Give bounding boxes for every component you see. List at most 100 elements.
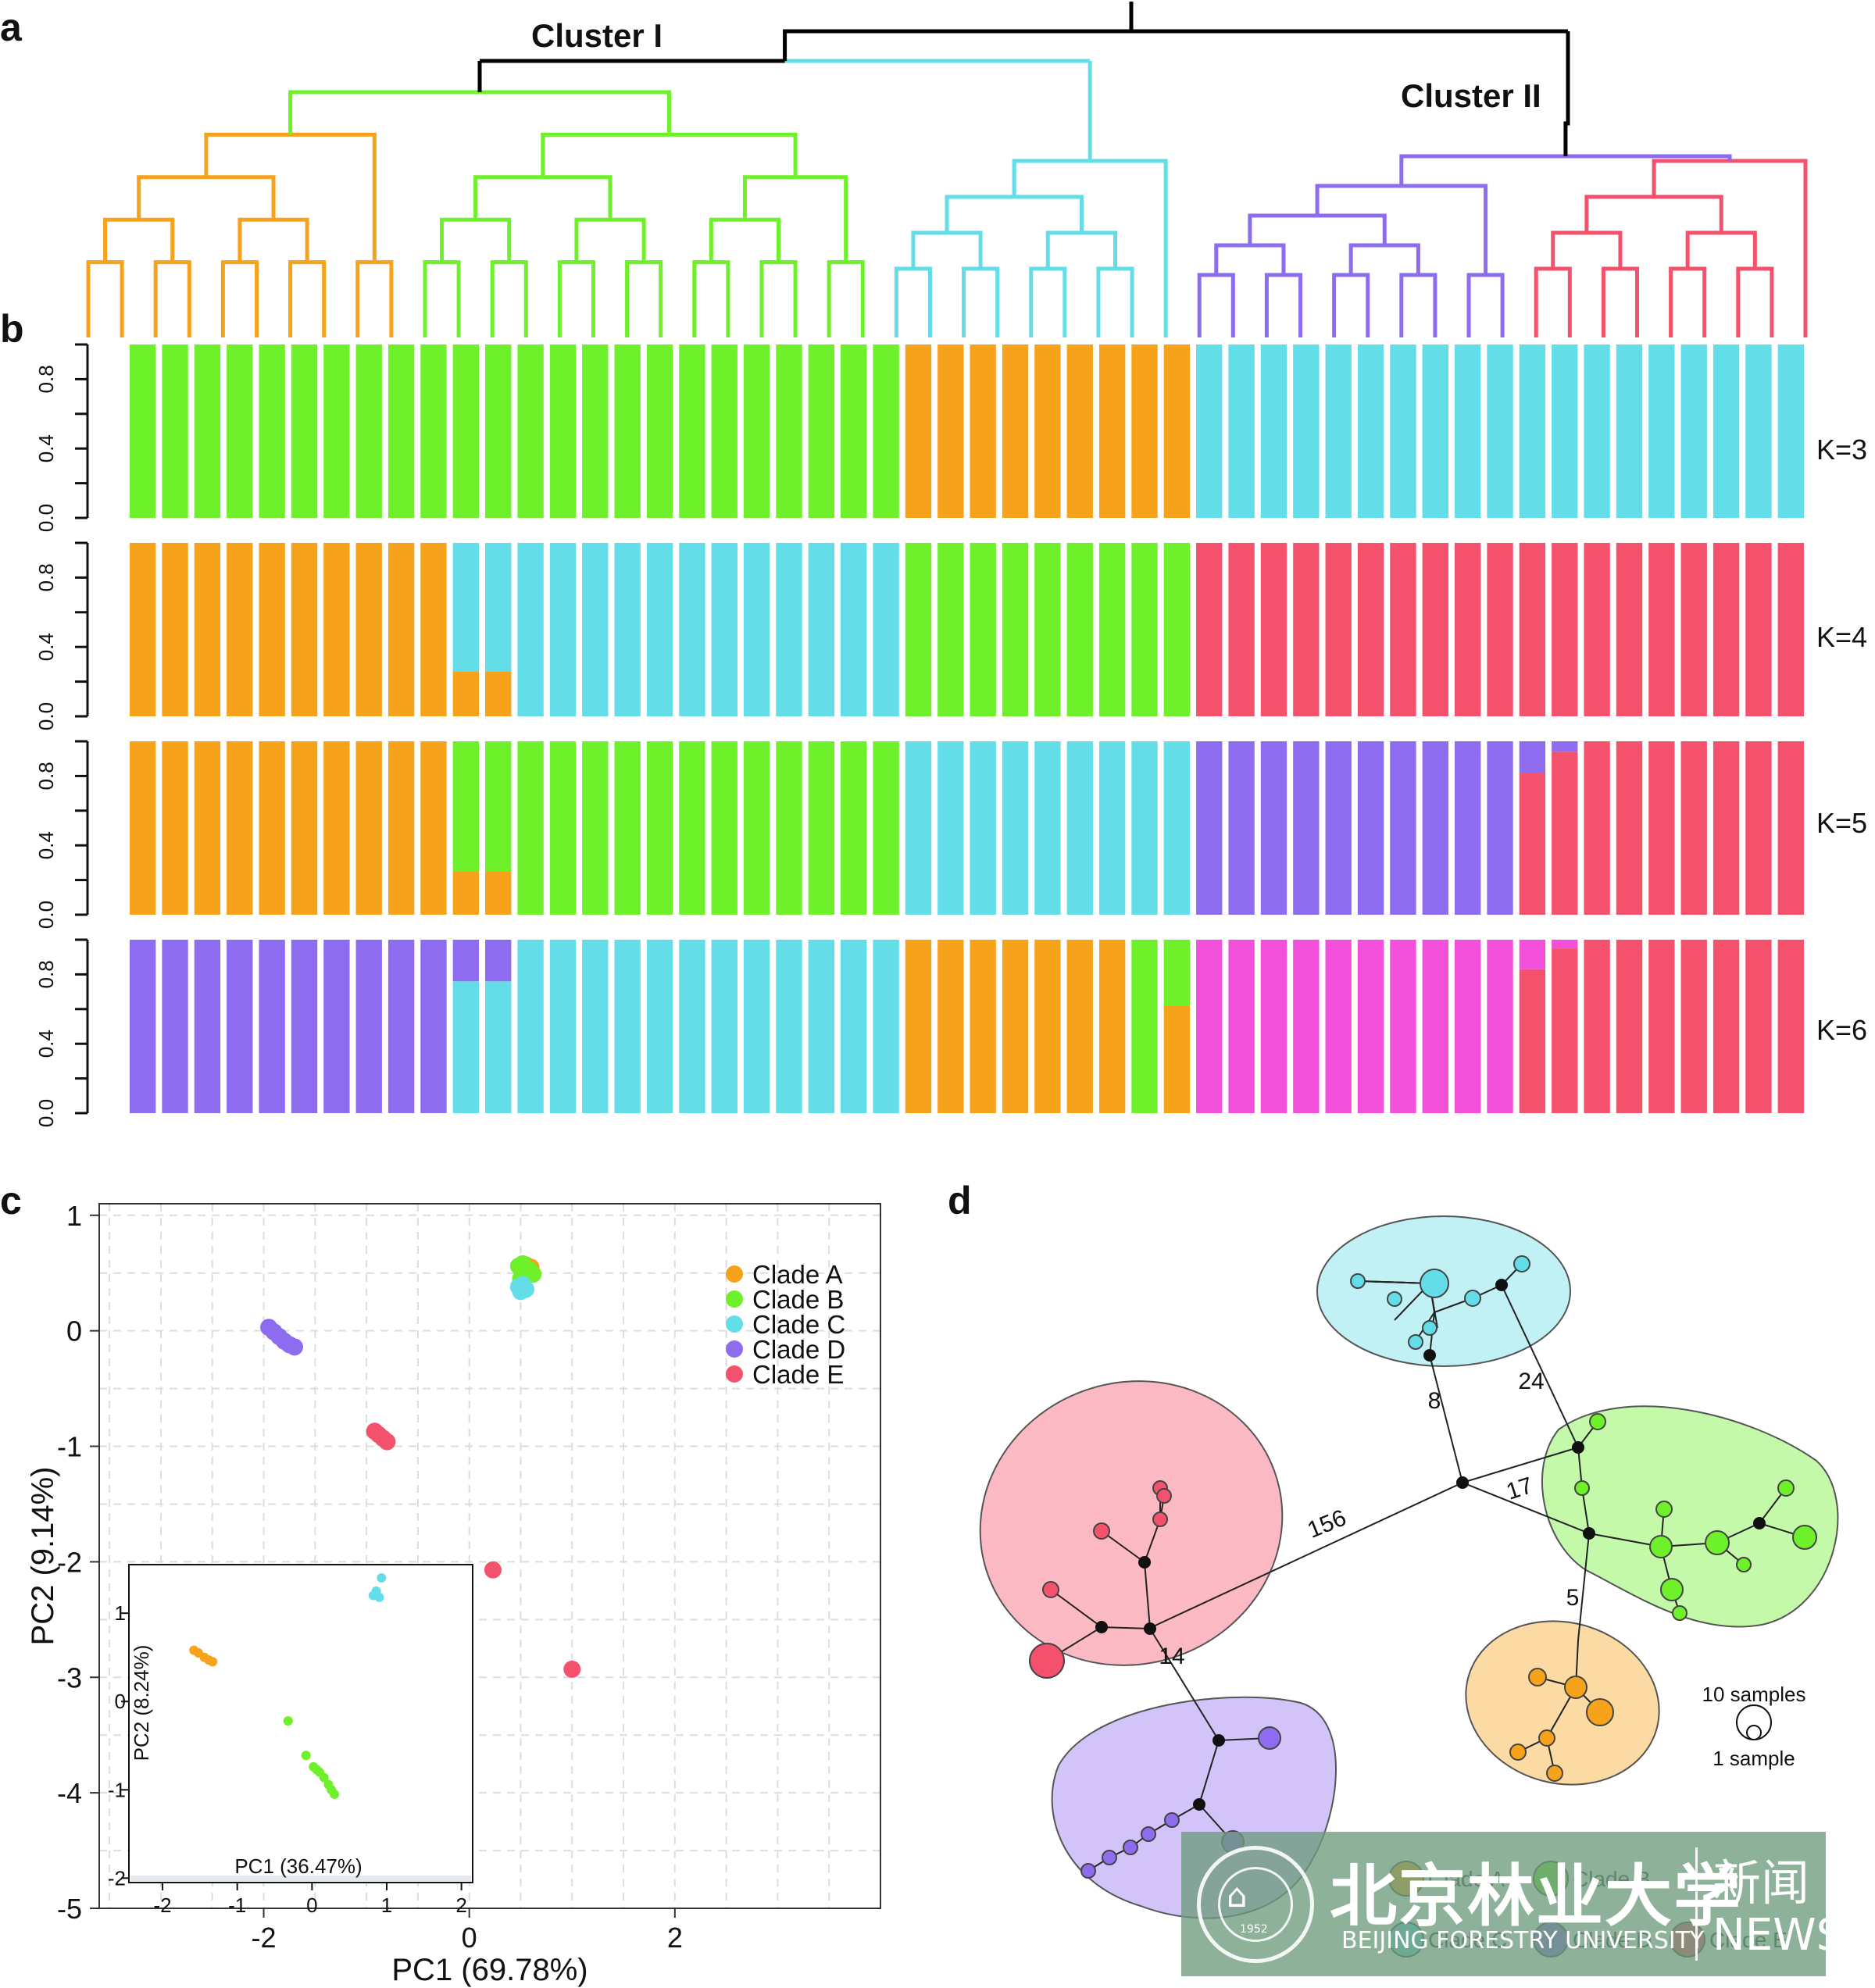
clade-b-node	[1649, 1535, 1673, 1558]
clade-a-node	[1538, 1729, 1555, 1747]
dendro-branch	[625, 260, 663, 337]
pca-legend-label: Clade C	[752, 1310, 845, 1339]
structure-bar	[1293, 741, 1320, 915]
structure-bar	[1196, 741, 1223, 915]
clade-c-node	[1387, 1291, 1402, 1307]
dendro-branch	[1601, 266, 1640, 337]
structure-bar	[1519, 940, 1546, 969]
pca-inset-x-tick-label: -1	[228, 1893, 246, 1917]
pca-x-tick-label: -2	[252, 1922, 277, 1954]
structure-bar	[1487, 344, 1513, 518]
structure-bar	[1228, 741, 1255, 915]
clade-e-node	[1156, 1488, 1172, 1504]
dendro-branch	[1248, 213, 1387, 245]
structure-bar	[873, 543, 899, 716]
pca-inset-point	[374, 1592, 384, 1602]
clade-b-node	[1672, 1605, 1688, 1621]
k-label: K=6	[1816, 1014, 1868, 1046]
structure-bar	[323, 940, 350, 1113]
structure-bar	[1260, 344, 1288, 518]
structure-bar	[1066, 543, 1093, 716]
structure-bar	[452, 981, 480, 1113]
clade-d-node	[1080, 1863, 1096, 1879]
pca-inset-point	[377, 1572, 387, 1583]
structure-bar	[355, 543, 382, 716]
structure-bar	[259, 543, 285, 716]
median-vector-node	[1144, 1622, 1156, 1635]
structure-bar	[549, 344, 577, 518]
structure-bar	[582, 543, 609, 716]
clade-b-node	[1574, 1480, 1590, 1496]
structure-bar	[1163, 1005, 1191, 1113]
network-edge	[1357, 1280, 1430, 1284]
news-chinese: 新闻	[1712, 1854, 1810, 1911]
structure-bar	[1098, 741, 1126, 915]
clade-d-node	[1258, 1726, 1281, 1750]
clade-b-node	[1777, 1479, 1795, 1497]
pca-inset-frame	[128, 1564, 473, 1883]
pca-inset-x-tick-label: 1	[381, 1893, 392, 1917]
network-edge-label: 14	[1159, 1644, 1184, 1669]
structure-bar	[1487, 543, 1513, 716]
structure-bar	[130, 940, 156, 1113]
structure-bar	[743, 741, 770, 915]
structure-bar	[1357, 741, 1384, 915]
structure-bar	[679, 543, 705, 716]
pca-legend-marker	[726, 1365, 743, 1383]
size-legend-small-circle	[1746, 1725, 1762, 1740]
structure-bar	[1712, 543, 1740, 716]
structure-bar	[1487, 940, 1513, 1113]
structure-bar	[1712, 344, 1740, 518]
pca-y-tick-label: -1	[57, 1431, 82, 1463]
structure-bar	[291, 543, 318, 716]
structure-bar	[291, 940, 318, 1113]
structure-bar	[1519, 741, 1546, 773]
clade-a-node	[1564, 1676, 1588, 1699]
structure-bar	[938, 741, 964, 915]
clade-c-node	[1408, 1334, 1423, 1350]
clade-b-node	[1589, 1413, 1606, 1430]
structure-bar	[1745, 940, 1772, 1113]
structure-bar	[1390, 940, 1416, 1113]
clade-b-node	[1705, 1530, 1730, 1555]
dendro-branch	[288, 90, 671, 135]
structure-bar	[420, 741, 447, 915]
dendrogram: Cluster I Cluster II	[86, 2, 1808, 337]
structure-bar	[1422, 344, 1448, 518]
structure-bar	[1098, 543, 1126, 716]
dendro-branch	[1669, 266, 1707, 337]
structure-bar	[970, 543, 996, 716]
structure-bar	[679, 344, 705, 518]
median-vector-node	[1095, 1621, 1108, 1633]
pca-legend-marker	[726, 1315, 743, 1333]
structure-bar	[323, 741, 350, 915]
structure-bar	[808, 741, 835, 915]
structure-bar	[841, 741, 867, 915]
structure-bar	[873, 940, 899, 1113]
structure-bar	[808, 940, 835, 1113]
pca-y-tick-label: -4	[57, 1777, 82, 1809]
clade-a-node	[1528, 1668, 1547, 1686]
structure-bar	[1777, 543, 1804, 716]
pca-point	[512, 1283, 530, 1301]
pca-legend-label: Clade A	[752, 1260, 843, 1289]
median-vector-node	[1495, 1279, 1508, 1291]
clade-c-node	[1420, 1269, 1449, 1298]
structure-bar	[1777, 940, 1804, 1113]
structure-bar	[194, 543, 221, 716]
structure-bar	[614, 543, 641, 716]
structure-bar	[162, 543, 188, 716]
dendro-branch	[440, 217, 512, 262]
structure-bar	[517, 344, 544, 518]
structure-tick-label: 0.4	[34, 1030, 58, 1058]
structure-bar	[1357, 940, 1384, 1113]
structure-bar	[776, 741, 802, 915]
median-vector-node	[1423, 1349, 1436, 1362]
structure-tick-label: 0.4	[34, 633, 58, 661]
structure-bar	[1002, 543, 1029, 716]
structure-bar	[582, 940, 609, 1113]
size-legend-small-label: 1 sample	[1712, 1747, 1795, 1770]
structure-bar	[1454, 940, 1481, 1113]
university-english-name: BEIJING FORESTRY UNIVERSITY	[1341, 1927, 1705, 1954]
structure-bar	[485, 981, 512, 1113]
